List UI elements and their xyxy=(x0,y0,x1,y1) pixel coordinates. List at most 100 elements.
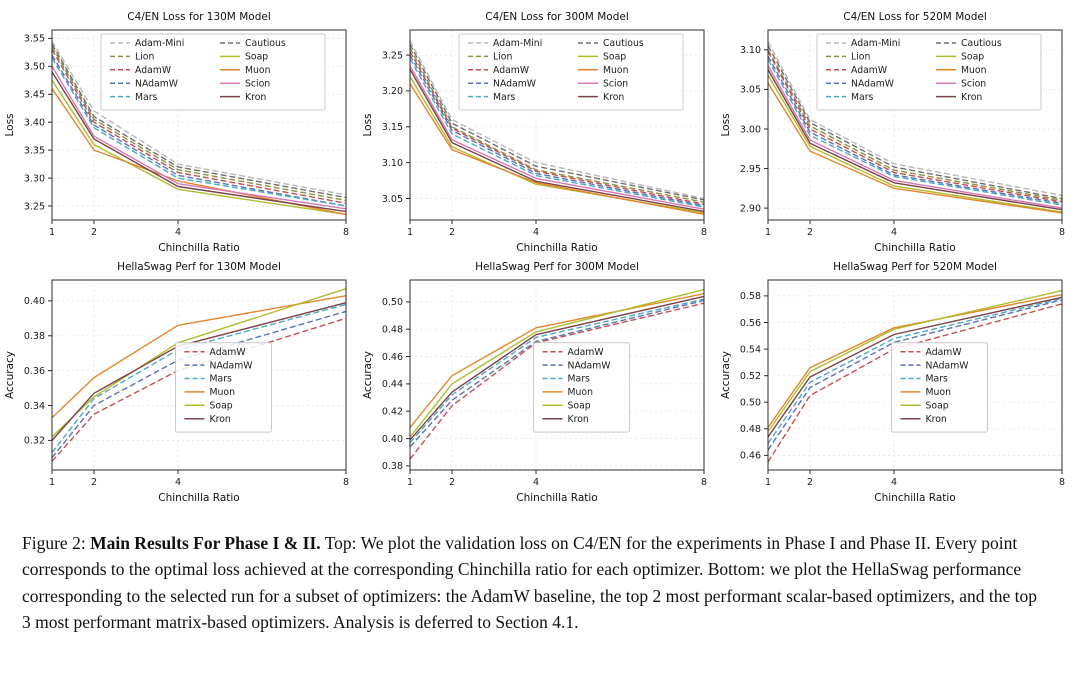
svg-text:0.44: 0.44 xyxy=(382,379,403,390)
svg-text:Loss: Loss xyxy=(720,113,732,136)
svg-text:HellaSwag Perf for 130M Model: HellaSwag Perf for 130M Model xyxy=(117,261,281,273)
figure-2: 3.25 3.30 3.35 3.40 3.45 3.50 3.55 1 2 4 8 C4/EN Lo… xyxy=(0,6,1074,635)
svg-text:3.45: 3.45 xyxy=(24,90,45,101)
svg-text:0.38: 0.38 xyxy=(382,461,403,472)
svg-text:Muon: Muon xyxy=(926,387,952,398)
svg-text:NAdamW: NAdamW xyxy=(493,78,536,89)
svg-text:8: 8 xyxy=(343,227,349,238)
svg-text:0.40: 0.40 xyxy=(382,434,403,445)
svg-text:0.42: 0.42 xyxy=(382,407,403,418)
svg-text:4: 4 xyxy=(891,227,897,238)
svg-text:2: 2 xyxy=(807,477,813,488)
svg-text:0.46: 0.46 xyxy=(382,352,403,363)
svg-text:3.35: 3.35 xyxy=(24,145,45,156)
svg-text:NAdamW: NAdamW xyxy=(926,360,969,371)
svg-text:4: 4 xyxy=(533,477,539,488)
svg-text:Muon: Muon xyxy=(210,387,236,398)
svg-text:0.34: 0.34 xyxy=(24,401,45,412)
svg-text:2: 2 xyxy=(449,227,455,238)
svg-text:3.25: 3.25 xyxy=(24,201,45,212)
svg-text:0.36: 0.36 xyxy=(24,366,45,377)
svg-text:3.25: 3.25 xyxy=(382,50,403,61)
chart-c4-loss-300m: 3.05 3.10 3.15 3.20 3.25 1 2 4 8 C4/EN Loss for 3… xyxy=(358,6,716,256)
svg-text:3.40: 3.40 xyxy=(24,118,45,129)
svg-text:0.54: 0.54 xyxy=(740,344,761,355)
svg-text:0.46: 0.46 xyxy=(740,451,761,462)
svg-text:NAdamW: NAdamW xyxy=(210,360,253,371)
svg-text:C4/EN Loss for 130M Model: C4/EN Loss for 130M Model xyxy=(127,11,270,23)
svg-text:Chinchilla Ratio: Chinchilla Ratio xyxy=(158,492,239,504)
svg-text:AdamW: AdamW xyxy=(135,65,171,76)
svg-text:Adam-Mini: Adam-Mini xyxy=(135,38,184,49)
svg-text:Mars: Mars xyxy=(493,92,516,103)
svg-text:4: 4 xyxy=(533,227,539,238)
svg-text:8: 8 xyxy=(343,477,349,488)
svg-text:0.56: 0.56 xyxy=(740,318,761,329)
svg-text:Chinchilla Ratio: Chinchilla Ratio xyxy=(158,242,239,254)
charts-grid: 3.25 3.30 3.35 3.40 3.45 3.50 3.55 1 2 4 8 C4/EN Lo… xyxy=(4,6,1074,506)
svg-text:Mars: Mars xyxy=(851,92,874,103)
svg-text:4: 4 xyxy=(891,477,897,488)
svg-text:8: 8 xyxy=(1059,477,1065,488)
svg-text:3.50: 3.50 xyxy=(24,62,45,73)
svg-text:Chinchilla Ratio: Chinchilla Ratio xyxy=(516,492,597,504)
svg-text:Soap: Soap xyxy=(603,52,626,63)
svg-text:Accuracy: Accuracy xyxy=(362,351,374,399)
svg-text:Soap: Soap xyxy=(245,52,268,63)
svg-text:Chinchilla Ratio: Chinchilla Ratio xyxy=(516,242,597,254)
svg-text:Mars: Mars xyxy=(135,92,158,103)
svg-text:2.95: 2.95 xyxy=(740,164,761,175)
svg-text:0.50: 0.50 xyxy=(382,297,403,308)
caption-title: Main Results For Phase I & II. xyxy=(90,533,321,553)
svg-text:Adam-Mini: Adam-Mini xyxy=(851,38,900,49)
svg-text:0.50: 0.50 xyxy=(740,398,761,409)
svg-text:3.55: 3.55 xyxy=(24,34,45,45)
svg-text:1: 1 xyxy=(765,477,771,488)
svg-text:Scion: Scion xyxy=(961,78,986,89)
svg-text:4: 4 xyxy=(175,227,181,238)
svg-text:3.05: 3.05 xyxy=(382,194,403,205)
chart-hellaswag-300m: 0.38 0.40 0.42 0.44 0.46 0.48 0.50 1 2 4 8 HellaSwa… xyxy=(358,256,716,506)
svg-text:Cautious: Cautious xyxy=(961,38,1002,49)
svg-text:Soap: Soap xyxy=(926,401,949,412)
svg-text:8: 8 xyxy=(1059,227,1065,238)
svg-text:Muon: Muon xyxy=(245,65,271,76)
svg-text:3.10: 3.10 xyxy=(740,45,761,56)
svg-text:Soap: Soap xyxy=(210,401,233,412)
svg-text:1: 1 xyxy=(49,477,55,488)
svg-text:Chinchilla Ratio: Chinchilla Ratio xyxy=(874,492,955,504)
svg-text:8: 8 xyxy=(701,227,707,238)
svg-text:Lion: Lion xyxy=(493,52,512,63)
svg-text:AdamW: AdamW xyxy=(851,65,887,76)
svg-text:1: 1 xyxy=(407,477,413,488)
svg-text:1: 1 xyxy=(765,227,771,238)
svg-text:Chinchilla Ratio: Chinchilla Ratio xyxy=(874,242,955,254)
svg-text:Soap: Soap xyxy=(568,401,591,412)
svg-text:Loss: Loss xyxy=(362,113,374,136)
svg-text:Scion: Scion xyxy=(245,78,270,89)
svg-text:Accuracy: Accuracy xyxy=(4,351,16,399)
svg-text:0.38: 0.38 xyxy=(24,331,45,342)
svg-text:AdamW: AdamW xyxy=(568,347,604,358)
svg-text:Mars: Mars xyxy=(210,374,233,385)
figure-caption: Figure 2: Main Results For Phase I & II.… xyxy=(0,506,1074,635)
caption-body: Top: We plot the validation loss on C4/E… xyxy=(22,533,1038,632)
svg-text:Scion: Scion xyxy=(603,78,628,89)
svg-text:Muon: Muon xyxy=(568,387,594,398)
svg-text:0.52: 0.52 xyxy=(740,371,761,382)
svg-text:HellaSwag Perf for 300M Model: HellaSwag Perf for 300M Model xyxy=(475,261,639,273)
svg-text:Kron: Kron xyxy=(926,414,947,425)
caption-label: Figure 2: xyxy=(22,533,91,553)
chart-hellaswag-520m: 0.46 0.48 0.50 0.52 0.54 0.56 0.58 1 2 4 8 HellaSwa… xyxy=(716,256,1074,506)
svg-text:Accuracy: Accuracy xyxy=(720,351,732,399)
svg-text:Kron: Kron xyxy=(568,414,589,425)
svg-text:Mars: Mars xyxy=(926,374,949,385)
svg-text:AdamW: AdamW xyxy=(210,347,246,358)
svg-text:0.48: 0.48 xyxy=(382,325,403,336)
svg-text:Kron: Kron xyxy=(603,92,624,103)
svg-text:Muon: Muon xyxy=(603,65,629,76)
svg-text:2: 2 xyxy=(807,227,813,238)
svg-text:2: 2 xyxy=(449,477,455,488)
svg-text:3.05: 3.05 xyxy=(740,85,761,96)
svg-text:AdamW: AdamW xyxy=(493,65,529,76)
